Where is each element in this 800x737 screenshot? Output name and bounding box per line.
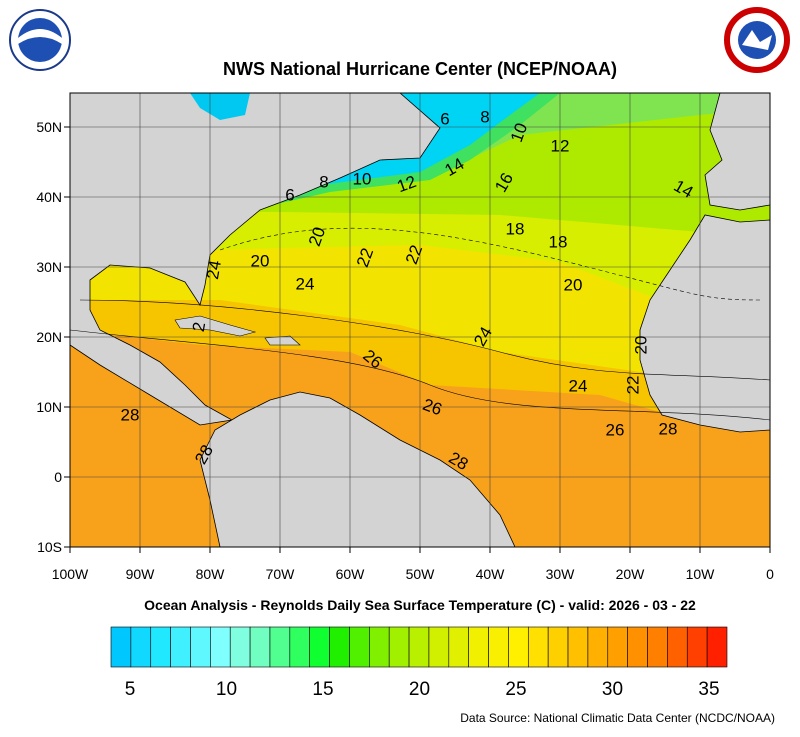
contour-line <box>219 227 761 301</box>
colorbar-swatch <box>706 626 728 668</box>
noaa-logo <box>9 9 71 71</box>
colorbar-swatch <box>329 626 350 668</box>
contour-label: 2 <box>189 321 209 334</box>
contour-label: 10 <box>353 169 372 188</box>
contour-label: 20 <box>251 251 270 270</box>
colorbar-swatch <box>170 626 191 668</box>
x-tick-label: 0 <box>766 566 774 582</box>
contour-label: 28 <box>659 419 678 438</box>
colorbar-swatch <box>110 626 132 668</box>
contour-label: 22 <box>623 376 642 395</box>
colorbar-tick-label: 35 <box>698 679 719 700</box>
colorbar-swatch <box>448 626 469 668</box>
colorbar-swatch <box>309 626 330 668</box>
contour-label: 24 <box>296 274 315 293</box>
y-tick-label: 10S <box>37 539 62 555</box>
colorbar-swatch <box>508 626 529 668</box>
colorbar-swatch <box>686 626 708 668</box>
colorbar-swatch <box>587 626 609 668</box>
x-tick-label: 70W <box>266 566 296 582</box>
contour-line <box>70 329 770 421</box>
colorbar-swatch <box>388 626 410 668</box>
contour-label: 24 <box>203 259 225 281</box>
colorbar-swatch <box>349 626 370 668</box>
contour-label: 20 <box>564 275 583 294</box>
colorbar-tick-label: 30 <box>602 679 623 700</box>
y-tick-label: 10N <box>36 399 62 415</box>
x-tick-label: 10W <box>686 566 716 582</box>
colorbar-swatch <box>130 626 152 668</box>
colorbar-swatch <box>269 626 291 668</box>
contour-label: 20 <box>631 336 650 355</box>
contour-label: 24 <box>569 376 588 395</box>
y-tick-label: 20N <box>36 329 62 345</box>
x-tick-label: 50W <box>406 566 436 582</box>
colorbar-tick-label: 20 <box>409 679 430 700</box>
colorbar-swatch <box>627 626 648 668</box>
colorbar-swatch <box>150 626 171 668</box>
logo-wing <box>18 29 62 44</box>
contour-label: 6 <box>440 109 449 128</box>
contour-label: 26 <box>606 420 625 439</box>
nws-logo <box>724 7 790 73</box>
logo-mark <box>742 30 772 50</box>
colorbar-swatch <box>210 626 231 668</box>
colorbar-swatch <box>408 626 430 668</box>
colorbar-swatch <box>289 626 311 668</box>
colorbar-swatch <box>369 626 390 668</box>
x-tick-label: 30W <box>546 566 576 582</box>
colorbar-swatch <box>567 626 589 668</box>
colorbar-swatch <box>190 626 211 668</box>
colorbar-tick-label: 10 <box>216 679 237 700</box>
colorbar-swatch <box>607 626 628 668</box>
y-tick-label: 50N <box>36 119 62 135</box>
colorbar-swatch <box>527 626 549 668</box>
contour-line <box>79 299 770 381</box>
x-tick-label: 60W <box>336 566 366 582</box>
data-source: Data Source: National Climatic Data Cent… <box>460 711 775 725</box>
colorbar-swatch <box>647 626 668 668</box>
colorbar-swatch <box>547 626 569 668</box>
y-tick-label: 0 <box>54 469 62 485</box>
contour-label: 8 <box>319 172 328 191</box>
contour-label: 18 <box>549 232 568 251</box>
y-tick-label: 40N <box>36 189 62 205</box>
x-tick-label: 100W <box>52 566 89 582</box>
colorbar-swatch <box>249 626 271 668</box>
hudson-bay <box>190 93 250 120</box>
europe <box>704 93 770 211</box>
colorbar-swatch <box>667 626 688 668</box>
colorbar-tick-label: 5 <box>125 679 136 700</box>
logo-disc <box>18 18 62 62</box>
title: NWS National Hurricane Center (NCEP/NOAA… <box>223 59 617 79</box>
colorbar-swatch <box>488 626 509 668</box>
caption: Ocean Analysis - Reynolds Daily Sea Surf… <box>144 597 696 613</box>
contour-label: 6 <box>285 185 294 204</box>
colorbar-swatch <box>468 626 489 668</box>
hispaniola <box>264 335 301 346</box>
y-tick-label: 30N <box>36 259 62 275</box>
colorbar-swatch <box>229 626 251 668</box>
x-tick-label: 80W <box>196 566 226 582</box>
colorbar-tick-label: 15 <box>312 679 333 700</box>
north-america <box>70 93 441 426</box>
colorbar-tick-label: 25 <box>505 679 526 700</box>
colorbar: 5 10 15 20 25 30 35 <box>110 626 728 700</box>
x-tick-label: 90W <box>126 566 156 582</box>
contour-label: 8 <box>480 107 489 126</box>
axes: 100W 90W 80W 70W 60W 50W 40W 30W 20W 10W 0 50N 40N 30… <box>36 119 774 582</box>
cuba <box>174 315 257 337</box>
grid <box>70 93 770 547</box>
x-tick-label: 20W <box>616 566 646 582</box>
contour-label: 12 <box>551 136 570 155</box>
contour-label: 18 <box>506 219 525 238</box>
colorbar-swatch <box>428 626 450 668</box>
x-tick-label: 40W <box>476 566 506 582</box>
contour-label: 28 <box>121 405 140 424</box>
